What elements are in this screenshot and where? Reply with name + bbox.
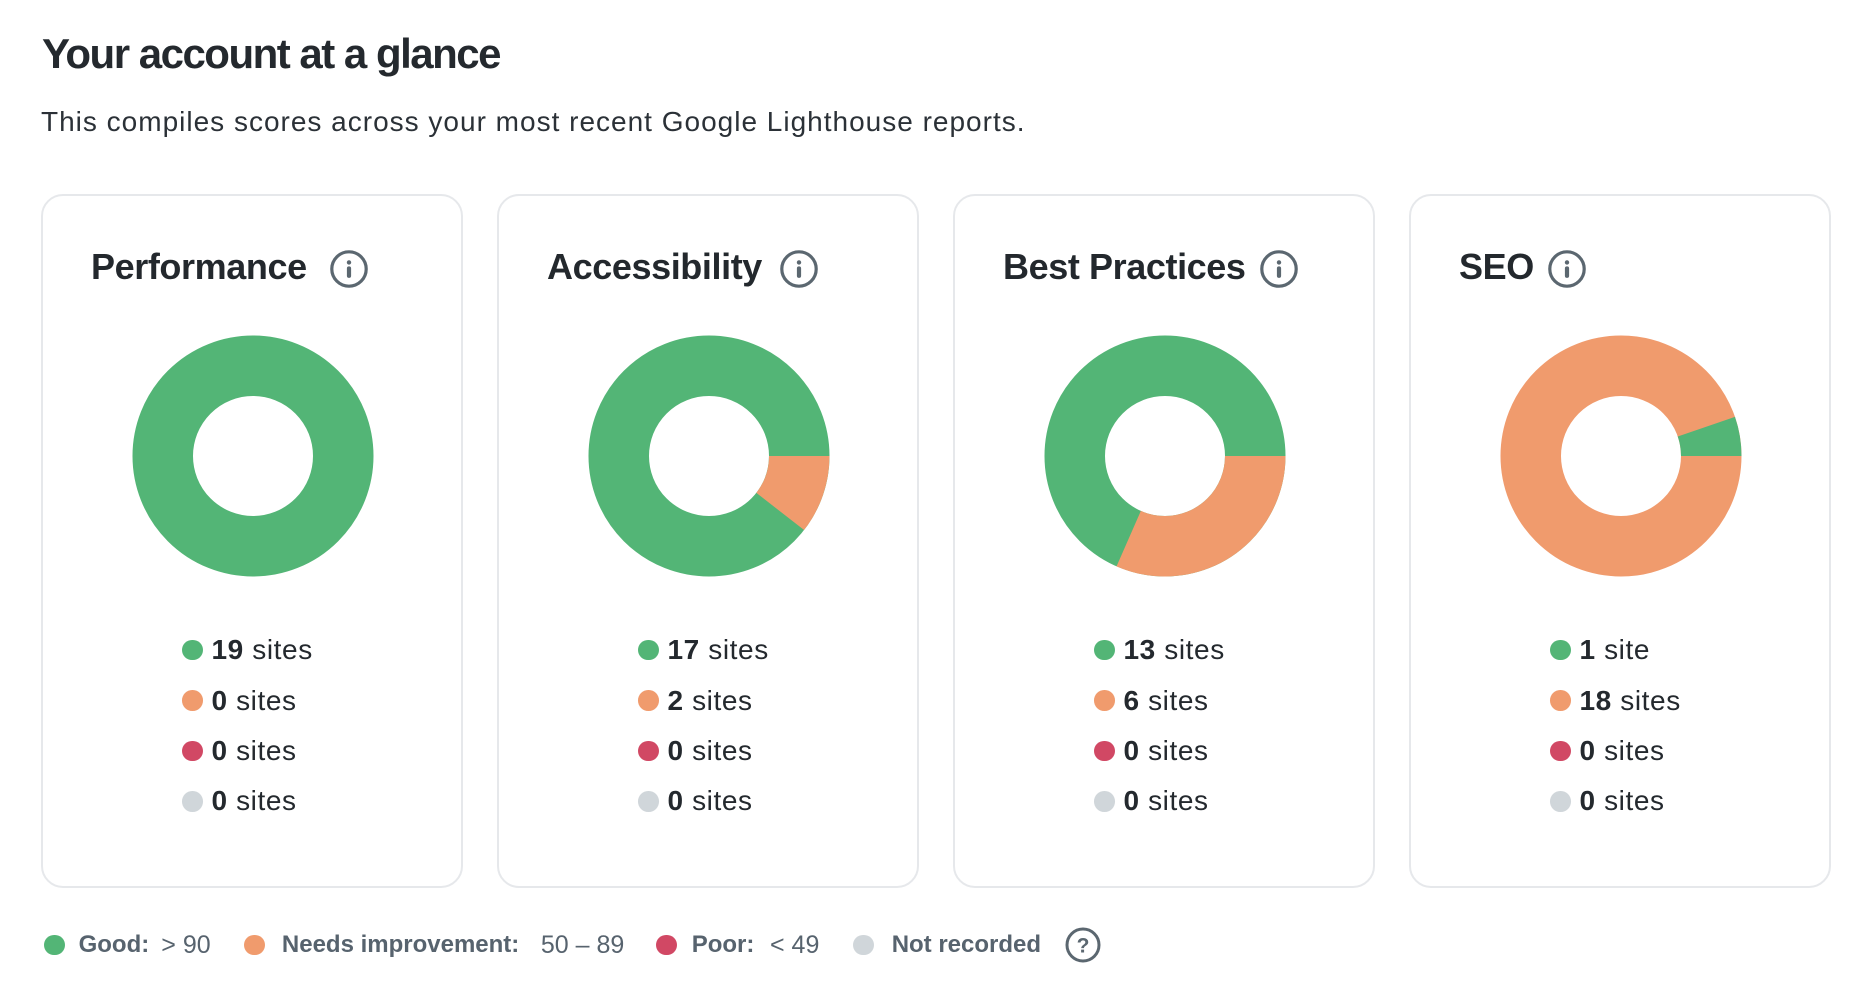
svg-text:?: ?: [1077, 935, 1090, 958]
